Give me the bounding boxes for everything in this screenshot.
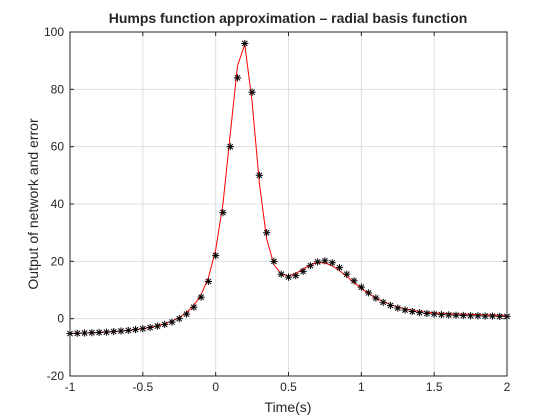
data-point [197,293,205,301]
data-point [350,277,358,285]
data-point [284,273,293,281]
data-point [306,262,314,270]
y-tick-label: 80 [51,82,65,96]
ticks [69,31,508,377]
y-axis-label: Output of network and error [25,118,41,290]
data-point [139,325,147,333]
data-point [365,289,373,297]
data-point [102,328,111,336]
data-point [459,311,467,320]
y-tick-label: 100 [44,25,64,39]
data-point [321,257,329,265]
chart-title: Humps function approximation – radial ba… [109,10,468,26]
data-point [80,329,89,337]
x-tick-label: 2 [504,380,511,394]
data-point [73,329,81,337]
y-tick-label: 60 [51,140,65,154]
data-point [299,267,307,275]
data-point [88,329,96,337]
data-point [190,303,198,311]
data-point [452,311,460,319]
data-point [219,209,227,217]
data-point [481,312,489,320]
data-point [241,39,249,48]
x-tick-label: 1.5 [426,380,443,394]
data-point [110,327,118,336]
y-tick-label: 20 [51,254,65,268]
y-tick-label: -20 [47,369,65,383]
data-point [408,307,416,316]
data-point [175,315,183,323]
data-point [270,257,278,265]
data-point [168,318,176,326]
data-point [204,277,212,285]
data-point [416,309,424,317]
data-point [423,309,431,318]
data-point [401,306,409,314]
x-tick-label: -1 [65,380,76,394]
data-point [488,312,497,320]
y-tick-label: 40 [51,197,65,211]
data-point [153,322,161,330]
data-point [95,328,103,337]
data-point [386,301,395,310]
data-point [226,143,234,151]
data-point [335,264,344,272]
data-point [248,88,256,96]
tick-labels: -1 -0.5 0 0.5 1 1.5 2 -20 0 20 40 60 80 100 [44,25,511,394]
data-point [430,310,438,318]
data-point [394,304,402,312]
data-point [466,312,475,320]
data-point [496,312,504,320]
data-point [474,312,482,320]
x-tick-label: 0.5 [280,380,297,394]
x-tick-label: 1 [358,380,365,394]
data-point [117,327,125,335]
x-axis-label: Time(s) [265,399,312,415]
data-point [445,311,453,319]
data-point [263,229,271,237]
data-point [161,320,169,328]
data-point [182,310,191,318]
data-point [292,272,300,280]
data-point [437,311,446,319]
data-point [343,270,351,278]
data-point [372,294,380,302]
data-point [255,171,263,179]
data-point [233,74,242,82]
data-point [379,298,387,306]
data-point [124,326,132,335]
x-tick-label: -0.5 [132,380,153,394]
data-point [212,252,220,260]
x-tick-label: 0 [212,380,219,394]
data-point [314,258,322,266]
data-point [131,325,140,334]
data-point [357,283,365,291]
data-point [277,270,285,278]
y-tick-label: 0 [57,312,64,326]
data-point [328,259,336,267]
data-point [146,323,154,332]
